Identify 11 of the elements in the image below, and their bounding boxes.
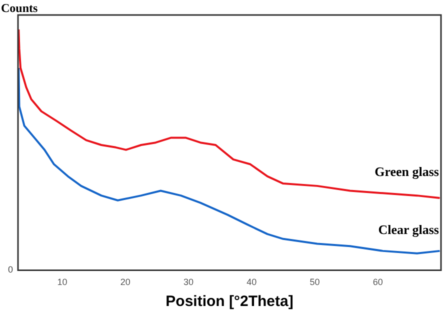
x-tick-label: 30 [183,277,194,288]
y-axis-title: Counts [1,1,38,16]
x-tick-label: 20 [120,277,130,288]
series-label: Clear glass [378,222,439,237]
x-tick-label: 10 [57,277,68,288]
x-axis-title: Position [°2Theta] [166,293,294,310]
text: 0 [8,264,13,275]
x-tick-label: 60 [372,277,383,288]
x-tick-label: 40 [246,277,257,288]
x-tick-label: 50 [310,277,320,288]
series-label: Green glass [374,164,439,180]
